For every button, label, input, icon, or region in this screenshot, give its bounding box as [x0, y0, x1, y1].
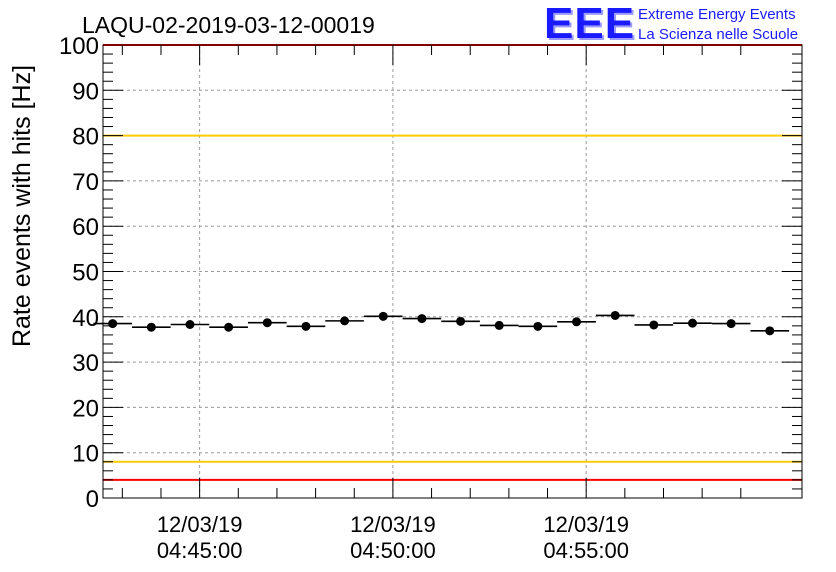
y-tick-label: 80 [72, 124, 99, 151]
data-point [687, 318, 697, 328]
data-point [185, 320, 195, 330]
data-point [610, 310, 620, 320]
y-tick-label: 100 [59, 33, 99, 60]
data-point [301, 321, 311, 331]
y-tick-label: 40 [72, 305, 99, 332]
grid-lines [103, 45, 802, 498]
y-tick-label: 0 [86, 486, 99, 513]
data-point [340, 316, 350, 326]
data-series [93, 310, 790, 336]
y-tick-label: 20 [72, 395, 99, 422]
plot-frame [102, 44, 803, 499]
y-axis-label: Rate events with hits [Hz] [8, 65, 36, 347]
y-tick-labels: 0 10 20 30 40 50 60 70 80 90 100 [59, 33, 99, 513]
data-point [378, 311, 388, 321]
reference-lines [103, 44, 802, 481]
axis-ticks [103, 44, 802, 499]
data-point [262, 318, 272, 328]
y-tick-label: 50 [72, 260, 99, 287]
data-point [224, 322, 234, 332]
y-tick-label: 90 [72, 78, 99, 105]
data-point [108, 319, 118, 329]
y-tick-label: 60 [72, 214, 99, 241]
x-tick-label-date: 12/03/19 [350, 512, 436, 537]
logo-line-1: Extreme Energy Events [638, 6, 796, 23]
x-tick-label-time: 04:50:00 [350, 538, 436, 563]
eee-logo: EEE Extreme Energy Events La Scienza nel… [540, 0, 830, 48]
data-point [533, 321, 543, 331]
data-point [649, 320, 659, 330]
x-tick-label-date: 12/03/19 [543, 512, 629, 537]
eee-logo-mark: EEE [544, 0, 636, 48]
x-tick-label-date: 12/03/19 [157, 512, 243, 537]
y-tick-label: 10 [72, 441, 99, 468]
logo-line-2: La Scienza nelle Scuole [638, 26, 799, 43]
data-point [572, 317, 582, 327]
chart-title: LAQU-02-2019-03-12-00019 [82, 12, 375, 38]
data-point [494, 320, 504, 330]
data-point [417, 314, 427, 324]
x-tick-label-time: 04:55:00 [543, 538, 629, 563]
y-tick-label: 30 [72, 350, 99, 377]
y-tick-label: 70 [72, 169, 99, 196]
x-tick-label-time: 04:45:00 [157, 538, 243, 563]
data-point [726, 319, 736, 329]
x-tick-labels: 12/03/1904:45:0012/03/1904:50:0012/03/19… [157, 512, 629, 563]
data-point [765, 326, 775, 336]
data-point [456, 316, 466, 326]
data-point [146, 322, 156, 332]
